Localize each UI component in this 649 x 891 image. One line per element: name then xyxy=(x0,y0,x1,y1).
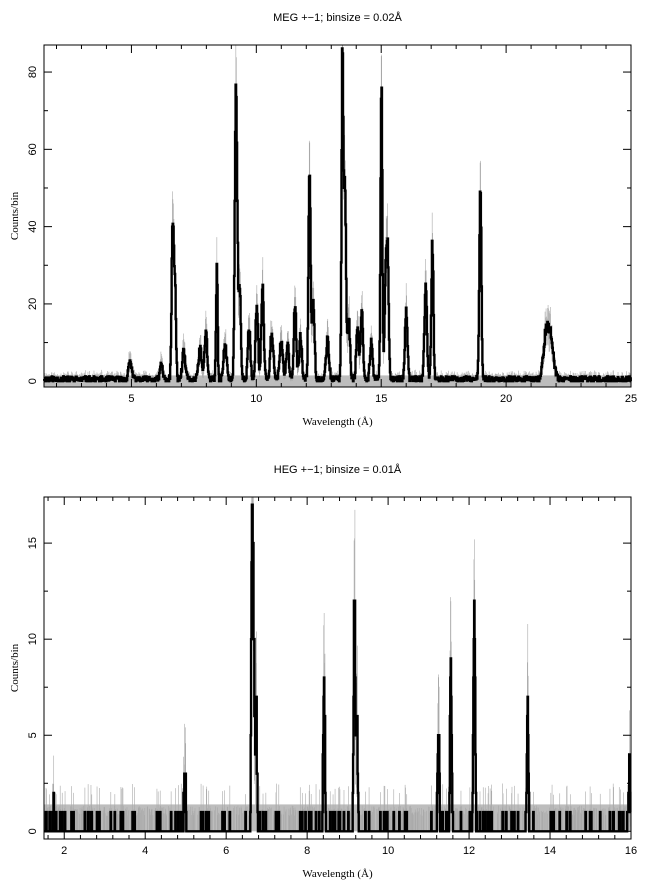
meg-y-axis-label: Counts/bin xyxy=(9,191,21,240)
meg-plot-area: 5 10 15 20 25 0 20 40 60 80 xyxy=(27,44,637,405)
heg-data-trace xyxy=(43,503,632,833)
heg-plot-frame xyxy=(43,496,632,840)
meg-y-tick-label: 80 xyxy=(27,66,39,78)
heg-x-tick-label: 4 xyxy=(142,845,148,857)
meg-y-tick-label: 60 xyxy=(27,143,39,155)
meg-x-tick-label: 15 xyxy=(375,393,387,405)
heg-y-tick-label: 10 xyxy=(27,633,39,645)
meg-panel: MEG +−1; binsize = 0.02Å 5 10 15 20 25 0 20 40 6… xyxy=(9,11,637,428)
heg-x-tick-label: 10 xyxy=(382,845,394,857)
heg-error-bars xyxy=(43,497,632,832)
heg-y-tick-label: 15 xyxy=(27,537,39,549)
meg-y-tick-label: 0 xyxy=(27,378,39,384)
heg-x-tick-label: 6 xyxy=(223,845,229,857)
heg-x-axis-label: Wavelength (Å) xyxy=(302,868,373,880)
meg-x-axis-label: Wavelength (Å) xyxy=(302,416,373,428)
meg-x-tick-label: 20 xyxy=(500,393,512,405)
meg-error-bars xyxy=(44,45,632,382)
heg-x-tick-label: 12 xyxy=(463,845,475,857)
heg-panel: HEG +−1; binsize = 0.01Å 2 4 6 8 10 12 14 16 0 5 1… xyxy=(9,463,637,880)
heg-chart-title: HEG +−1; binsize = 0.01Å xyxy=(274,463,402,476)
heg-y-axis-label: Counts/bin xyxy=(9,643,21,692)
heg-x-tick-label: 16 xyxy=(625,845,637,857)
heg-x-tick-label: 8 xyxy=(304,845,310,857)
meg-background-band xyxy=(44,375,631,387)
heg-x-tick-label: 2 xyxy=(61,845,67,857)
meg-y-tick-label: 20 xyxy=(27,298,39,310)
heg-plot-area: 2 4 6 8 10 12 14 16 0 5 10 15 xyxy=(27,496,637,857)
meg-chart-title: MEG +−1; binsize = 0.02Å xyxy=(273,11,402,24)
meg-x-tick-label: 10 xyxy=(250,393,262,405)
meg-x-tick-label: 5 xyxy=(128,393,134,405)
meg-data-trace xyxy=(43,47,632,383)
meg-y-tick-label: 40 xyxy=(27,221,39,233)
meg-plot-frame xyxy=(43,44,632,388)
heg-y-tick-label: 0 xyxy=(27,828,39,834)
heg-x-tick-label: 14 xyxy=(544,845,556,857)
meg-x-tick-label: 25 xyxy=(625,393,637,405)
heg-y-tick-label: 5 xyxy=(27,732,39,738)
